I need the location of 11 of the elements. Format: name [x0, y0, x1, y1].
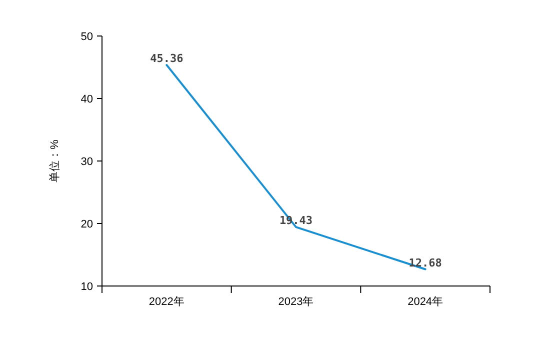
data-label: 12.68 [408, 256, 442, 270]
y-tick-label: 30 [80, 156, 93, 168]
y-axis-title: 单位：% [48, 139, 61, 182]
y-tick-label: 10 [80, 281, 93, 293]
data-label: 45.36 [150, 52, 184, 65]
x-tick-label: 2022年 [148, 296, 184, 308]
y-tick-label: 40 [80, 94, 93, 106]
x-tick-label: 2024年 [408, 296, 444, 308]
x-tick-label: 2023年 [278, 296, 314, 308]
y-tick-label: 20 [80, 218, 93, 230]
y-tick-label: 50 [80, 31, 93, 43]
